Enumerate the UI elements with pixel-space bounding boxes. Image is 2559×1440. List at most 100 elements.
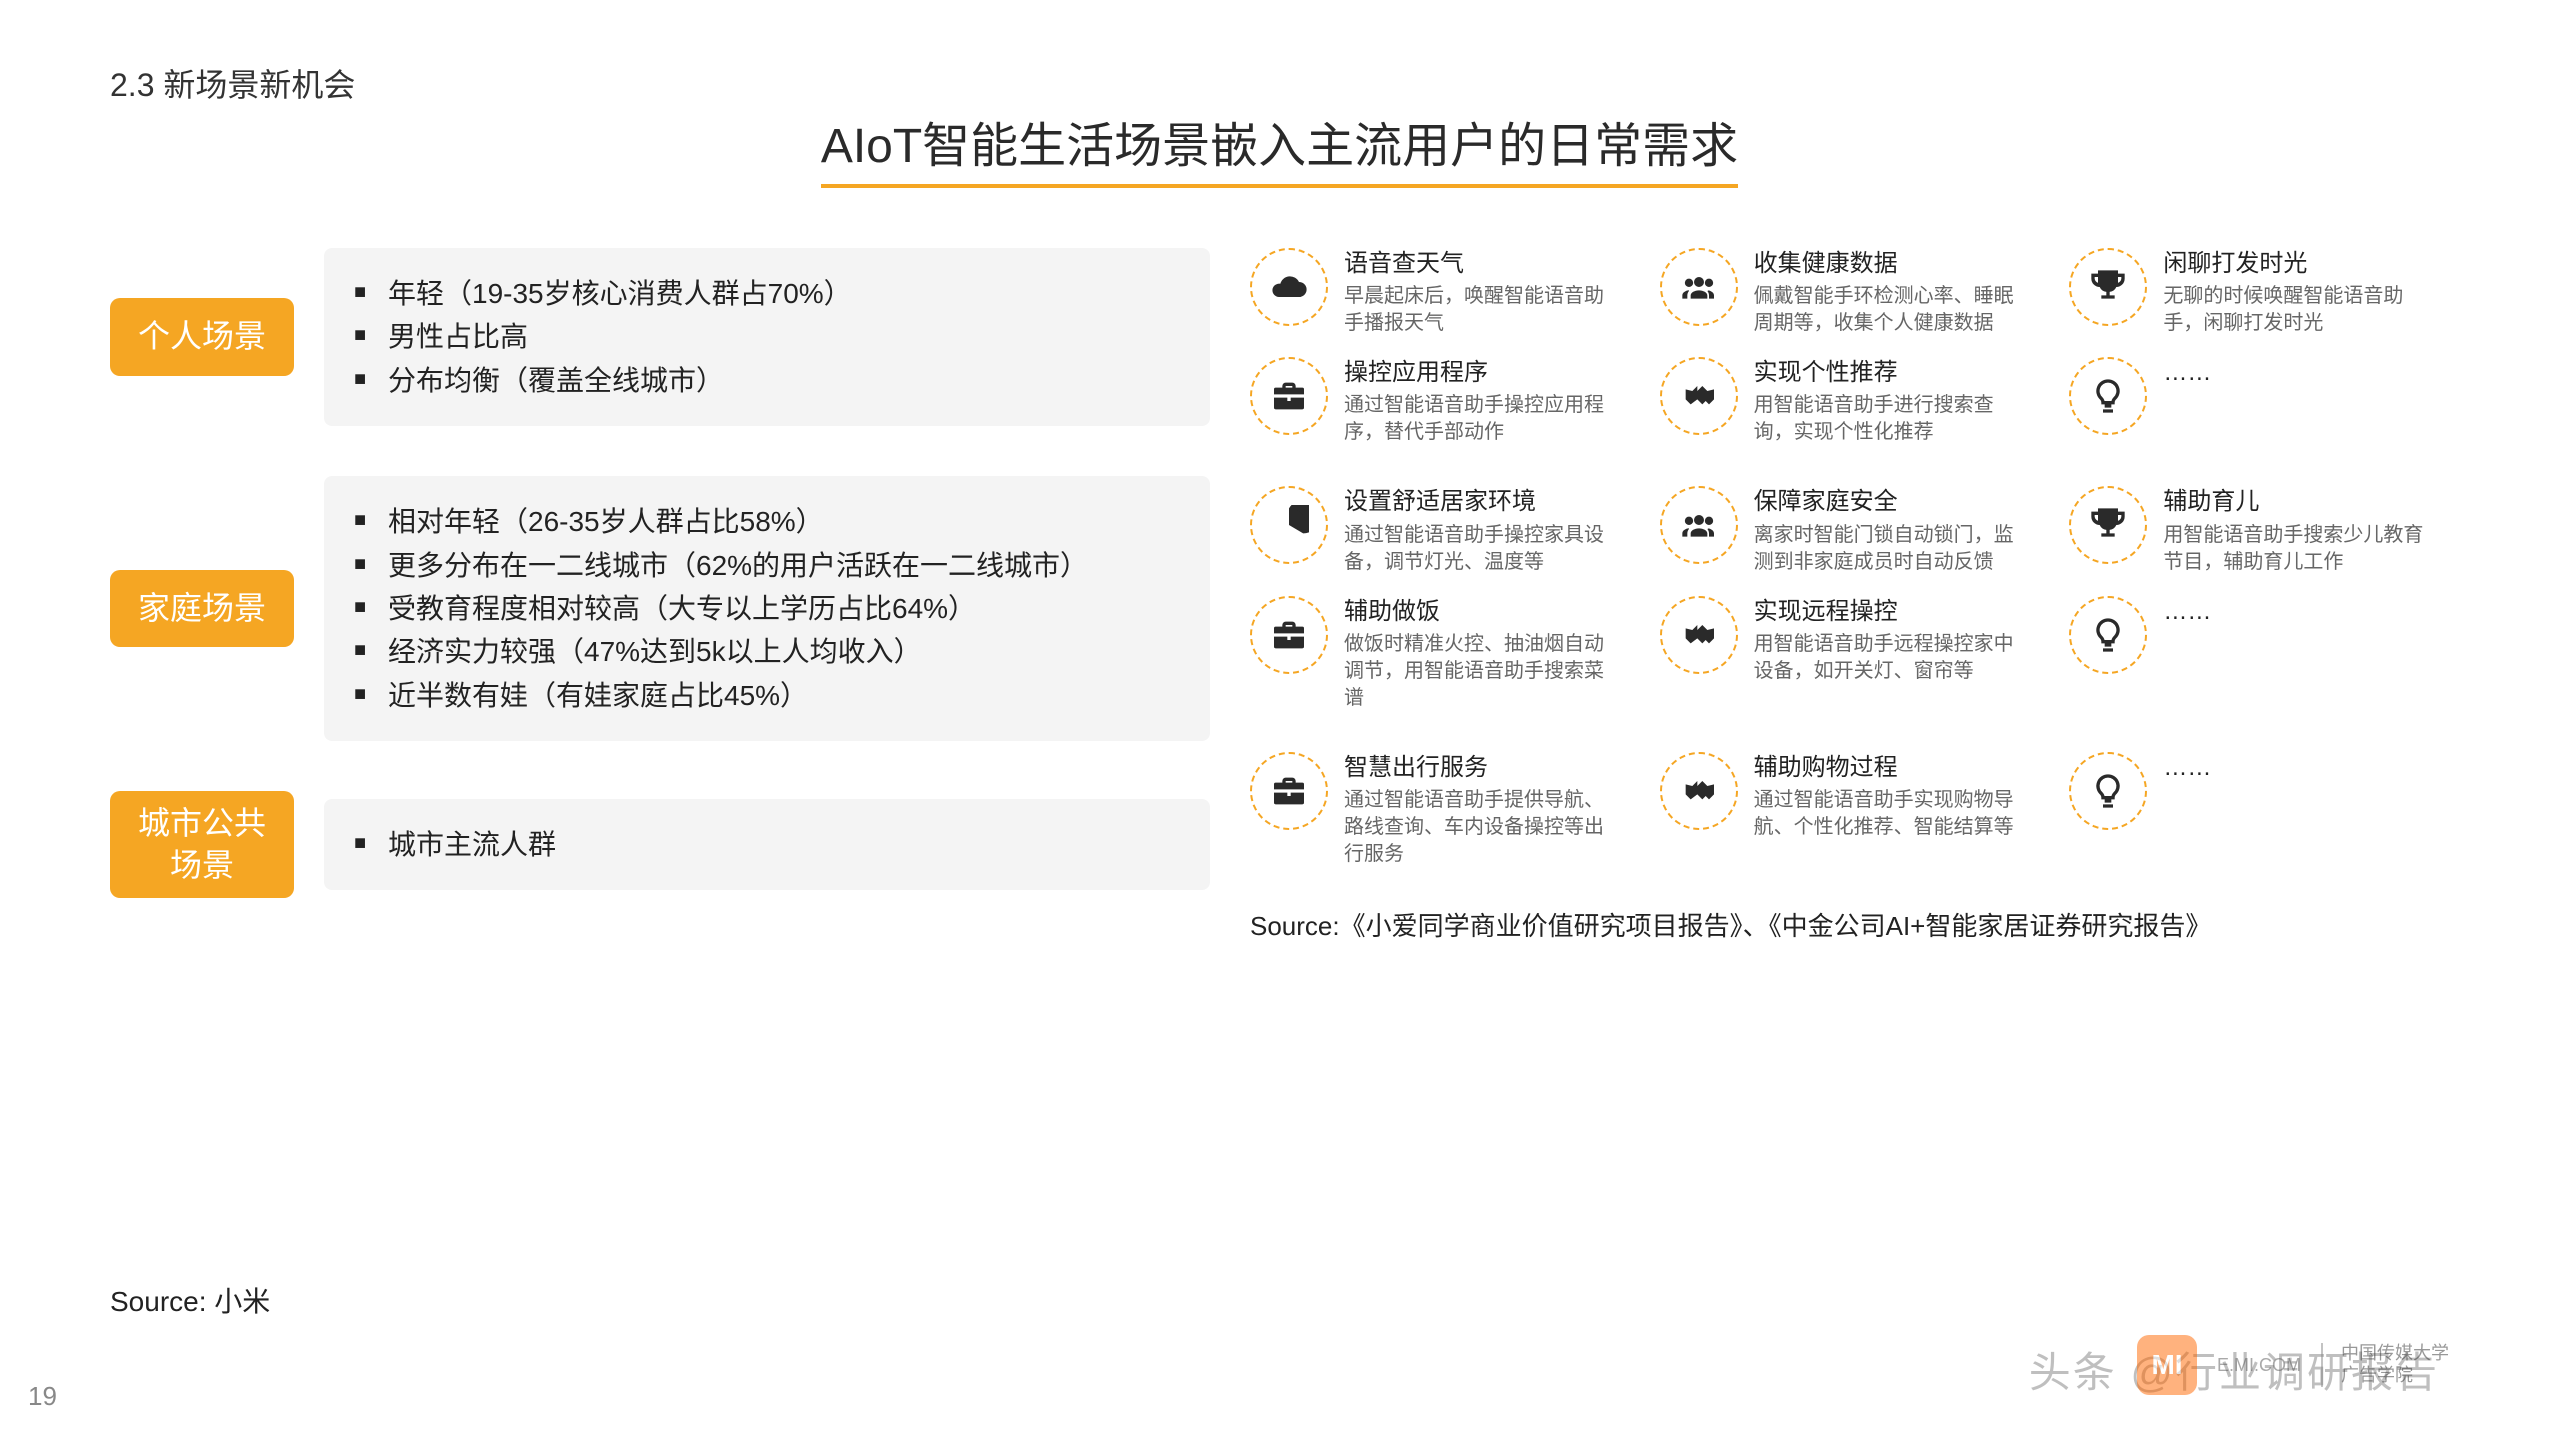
icon-title: …… bbox=[2163, 752, 2211, 783]
bullet-item: 更多分布在一二线城市（62%的用户活跃在一二线城市） bbox=[354, 544, 1180, 587]
icon-item: 收集健康数据佩戴智能手环检测心率、睡眠周期等，收集个人健康数据 bbox=[1660, 248, 2040, 337]
icon-title: 实现远程操控 bbox=[1754, 596, 2014, 627]
page-number: 19 bbox=[28, 1381, 57, 1412]
bullet-item: 受教育程度相对较高（大专以上学历占比64%） bbox=[354, 587, 1180, 630]
icon-desc: 通过智能语音助手实现购物导航、个性化推荐、智能结算等 bbox=[1754, 787, 2014, 841]
icon-desc: 通过智能语音助手操控家具设备，调节灯光、温度等 bbox=[1344, 522, 1604, 576]
icon-grid: 语音查天气早晨起床后，唤醒智能语音助手播报天气 收集健康数据佩戴智能手环检测心率、… bbox=[1250, 248, 2449, 446]
briefcase-icon bbox=[1250, 357, 1328, 435]
slide: 2.3 新场景新机会 AIoT智能生活场景嵌入主流用户的日常需求 个人场景 年轻（… bbox=[0, 0, 2559, 1440]
icon-item: 语音查天气早晨起床后，唤醒智能语音助手播报天气 bbox=[1250, 248, 1630, 337]
content-area: 个人场景 年轻（19-35岁核心消费人群占70%）男性占比高分布均衡（覆盖全线城市… bbox=[110, 248, 2449, 948]
icon-item: 闲聊打发时光无聊的时候唤醒智能语音助手，闲聊打发时光 bbox=[2069, 248, 2449, 337]
pie-icon bbox=[1250, 486, 1328, 564]
icon-title: 辅助做饭 bbox=[1344, 596, 1604, 627]
mi-logo-icon: MI bbox=[2137, 1335, 2197, 1395]
bulb-icon bbox=[2069, 596, 2147, 674]
bullet-item: 经济实力较强（47%达到5k以上人均收入） bbox=[354, 630, 1180, 673]
icon-text: 闲聊打发时光无聊的时候唤醒智能语音助手，闲聊打发时光 bbox=[2163, 248, 2423, 337]
source-left: Source: 小米 bbox=[110, 1280, 270, 1320]
icon-item: 辅助做饭做饭时精准火控、抽油烟自动调节，用智能语音助手搜索菜谱 bbox=[1250, 596, 1630, 712]
right-column: 语音查天气早晨起床后，唤醒智能语音助手播报天气 收集健康数据佩戴智能手环检测心率、… bbox=[1250, 248, 2449, 948]
icon-grid: 设置舒适居家环境通过智能语音助手操控家具设备，调节灯光、温度等 保障家庭安全离家时… bbox=[1250, 486, 2449, 711]
icon-item: 实现远程操控用智能语音助手远程操控家中设备，如开关灯、窗帘等 bbox=[1660, 596, 2040, 712]
bulb-icon bbox=[2069, 752, 2147, 830]
trophy-icon bbox=[2069, 486, 2147, 564]
source-right: Source:《小爱同学商业价值研究项目报告》、《中金公司AI+智能家居证券研究… bbox=[1250, 908, 2449, 944]
bullet-item: 城市主流人群 bbox=[354, 823, 1180, 866]
icon-item: 设置舒适居家环境通过智能语音助手操控家具设备，调节灯光、温度等 bbox=[1250, 486, 1630, 575]
icon-title: 实现个性推荐 bbox=[1754, 357, 2014, 388]
title-wrap: AIoT智能生活场景嵌入主流用户的日常需求 bbox=[110, 106, 2449, 248]
icon-item: …… bbox=[2069, 596, 2449, 712]
icon-text: 语音查天气早晨起床后，唤醒智能语音助手播报天气 bbox=[1344, 248, 1604, 337]
icon-text: 保障家庭安全离家时智能门锁自动锁门，监测到非家庭成员时自动反馈 bbox=[1754, 486, 2014, 575]
scene-tag: 家庭场景 bbox=[110, 570, 294, 648]
cloud-icon bbox=[1250, 248, 1328, 326]
icon-title: …… bbox=[2163, 596, 2211, 627]
icon-item: …… bbox=[2069, 752, 2449, 868]
people-icon bbox=[1660, 486, 1738, 564]
icon-title: 辅助育儿 bbox=[2163, 486, 2423, 517]
icon-title: 收集健康数据 bbox=[1754, 248, 2014, 279]
icon-title: 保障家庭安全 bbox=[1754, 486, 2014, 517]
icon-item: …… bbox=[2069, 357, 2449, 446]
icon-text: …… bbox=[2163, 596, 2211, 627]
bulb-icon bbox=[2069, 357, 2147, 435]
icon-desc: 离家时智能门锁自动锁门，监测到非家庭成员时自动反馈 bbox=[1754, 522, 2014, 576]
icon-text: 辅助购物过程通过智能语音助手实现购物导航、个性化推荐、智能结算等 bbox=[1754, 752, 2014, 841]
icon-item: 智慧出行服务通过智能语音助手提供导航、路线查询、车内设备操控等出行服务 bbox=[1250, 752, 1630, 868]
icon-text: 辅助育儿用智能语音助手搜索少儿教育节目，辅助育儿工作 bbox=[2163, 486, 2423, 575]
mi-domain: E.MI.COM bbox=[2217, 1355, 2301, 1376]
people-icon bbox=[1660, 248, 1738, 326]
cuc-line2: 广告学院 bbox=[2341, 1365, 2449, 1387]
icon-title: 语音查天气 bbox=[1344, 248, 1604, 279]
bullet-item: 年轻（19-35岁核心消费人群占70%） bbox=[354, 272, 1180, 315]
handshake-icon bbox=[1660, 357, 1738, 435]
bullet-item: 相对年轻（26-35岁人群占比58%） bbox=[354, 500, 1180, 543]
bullet-box: 城市主流人群 bbox=[324, 799, 1210, 890]
handshake-icon bbox=[1660, 752, 1738, 830]
icon-item: 辅助购物过程通过智能语音助手实现购物导航、个性化推荐、智能结算等 bbox=[1660, 752, 2040, 868]
briefcase-icon bbox=[1250, 596, 1328, 674]
scene-row: 个人场景 年轻（19-35岁核心消费人群占70%）男性占比高分布均衡（覆盖全线城市… bbox=[110, 248, 1210, 426]
icon-desc: 通过智能语音助手操控应用程序，替代手部动作 bbox=[1344, 392, 1604, 446]
scene-tag: 个人场景 bbox=[110, 298, 294, 376]
icon-grid: 智慧出行服务通过智能语音助手提供导航、路线查询、车内设备操控等出行服务 辅助购物过… bbox=[1250, 752, 2449, 868]
footer-logos: MI E.MI.COM 中国传媒大学 广告学院 bbox=[2137, 1335, 2449, 1395]
icon-desc: 通过智能语音助手提供导航、路线查询、车内设备操控等出行服务 bbox=[1344, 787, 1604, 868]
handshake-icon bbox=[1660, 596, 1738, 674]
icon-item: 保障家庭安全离家时智能门锁自动锁门，监测到非家庭成员时自动反馈 bbox=[1660, 486, 2040, 575]
bullet-item: 近半数有娃（有娃家庭占比45%） bbox=[354, 674, 1180, 717]
icon-title: 智慧出行服务 bbox=[1344, 752, 1604, 783]
trophy-icon bbox=[2069, 248, 2147, 326]
scene-row: 城市公共 场景 城市主流人群 bbox=[110, 791, 1210, 898]
bullet-item: 男性占比高 bbox=[354, 315, 1180, 358]
icon-title: 闲聊打发时光 bbox=[2163, 248, 2423, 279]
icon-desc: 无聊的时候唤醒智能语音助手，闲聊打发时光 bbox=[2163, 283, 2423, 337]
bullet-item: 分布均衡（覆盖全线城市） bbox=[354, 359, 1180, 402]
icon-text: 设置舒适居家环境通过智能语音助手操控家具设备，调节灯光、温度等 bbox=[1344, 486, 1604, 575]
icon-title: 操控应用程序 bbox=[1344, 357, 1604, 388]
bullet-box: 相对年轻（26-35岁人群占比58%）更多分布在一二线城市（62%的用户活跃在一… bbox=[324, 476, 1210, 741]
section-label: 2.3 新场景新机会 bbox=[110, 60, 2449, 106]
icon-desc: 用智能语音助手进行搜索查询，实现个性化推荐 bbox=[1754, 392, 2014, 446]
icon-text: …… bbox=[2163, 357, 2211, 388]
scene-tag: 城市公共 场景 bbox=[110, 791, 294, 898]
left-column: 个人场景 年轻（19-35岁核心消费人群占70%）男性占比高分布均衡（覆盖全线城市… bbox=[110, 248, 1210, 948]
icon-item: 实现个性推荐用智能语音助手进行搜索查询，实现个性化推荐 bbox=[1660, 357, 2040, 446]
icon-title: …… bbox=[2163, 357, 2211, 388]
icon-text: 智慧出行服务通过智能语音助手提供导航、路线查询、车内设备操控等出行服务 bbox=[1344, 752, 1604, 868]
icon-title: 辅助购物过程 bbox=[1754, 752, 2014, 783]
cuc-line1: 中国传媒大学 bbox=[2341, 1343, 2449, 1365]
icon-text: 收集健康数据佩戴智能手环检测心率、睡眠周期等，收集个人健康数据 bbox=[1754, 248, 2014, 337]
icon-text: 操控应用程序通过智能语音助手操控应用程序，替代手部动作 bbox=[1344, 357, 1604, 446]
cuc-label: 中国传媒大学 广告学院 bbox=[2321, 1343, 2449, 1386]
icon-text: …… bbox=[2163, 752, 2211, 783]
icon-desc: 做饭时精准火控、抽油烟自动调节，用智能语音助手搜索菜谱 bbox=[1344, 631, 1604, 712]
icon-item: 操控应用程序通过智能语音助手操控应用程序，替代手部动作 bbox=[1250, 357, 1630, 446]
briefcase-icon bbox=[1250, 752, 1328, 830]
icon-text: 实现远程操控用智能语音助手远程操控家中设备，如开关灯、窗帘等 bbox=[1754, 596, 2014, 685]
icon-desc: 佩戴智能手环检测心率、睡眠周期等，收集个人健康数据 bbox=[1754, 283, 2014, 337]
icon-item: 辅助育儿用智能语音助手搜索少儿教育节目，辅助育儿工作 bbox=[2069, 486, 2449, 575]
